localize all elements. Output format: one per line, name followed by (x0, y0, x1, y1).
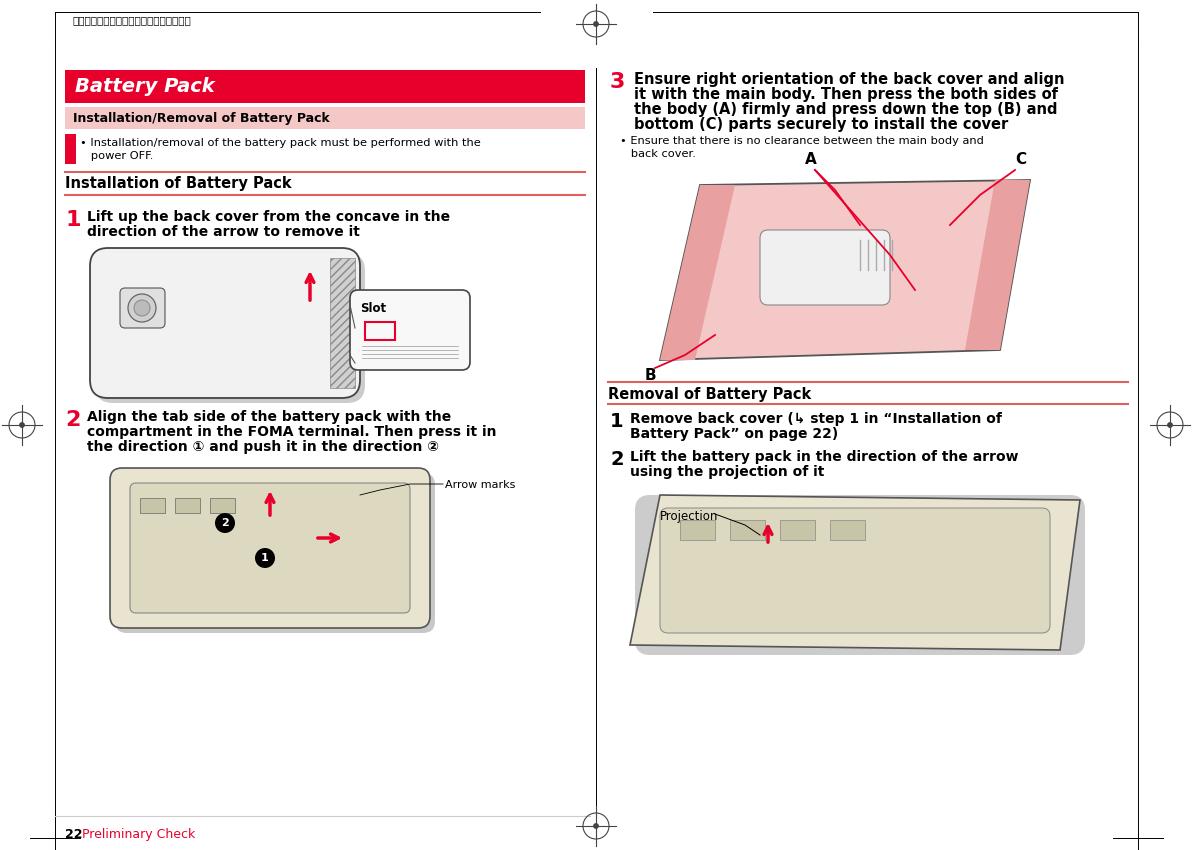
Text: Align the tab side of the battery pack with the: Align the tab side of the battery pack w… (87, 410, 451, 424)
Polygon shape (660, 185, 735, 360)
Text: 2: 2 (610, 450, 624, 469)
Text: 22: 22 (64, 828, 82, 841)
Text: Lift up the back cover from the concave in the: Lift up the back cover from the concave … (87, 210, 450, 224)
Text: 1: 1 (261, 553, 268, 563)
Text: bottom (C) parts securely to install the cover: bottom (C) parts securely to install the… (633, 117, 1008, 132)
Text: Installation/Removal of Battery Pack: Installation/Removal of Battery Pack (73, 111, 329, 124)
Bar (140, 498, 165, 513)
Text: Projection: Projection (660, 510, 718, 523)
FancyBboxPatch shape (350, 290, 470, 370)
Text: power OFF.: power OFF. (80, 151, 154, 161)
Text: Battery Pack: Battery Pack (75, 77, 215, 96)
Text: the direction ① and push it in the direction ②: the direction ① and push it in the direc… (87, 440, 439, 454)
Bar (730, 520, 765, 540)
Text: 2: 2 (221, 518, 229, 528)
Circle shape (1168, 422, 1173, 428)
Polygon shape (660, 180, 1030, 360)
Text: C: C (1015, 152, 1026, 167)
Text: 2: 2 (64, 410, 80, 430)
Bar (64, 70, 585, 103)
Text: Installation of Battery Pack: Installation of Battery Pack (64, 176, 291, 191)
Text: Ensure right orientation of the back cover and align: Ensure right orientation of the back cov… (633, 72, 1064, 87)
Text: • Installation/removal of the battery pack must be performed with the: • Installation/removal of the battery pa… (80, 138, 481, 148)
FancyBboxPatch shape (130, 483, 410, 613)
Bar (780, 520, 815, 540)
Text: 3: 3 (610, 72, 625, 92)
Bar (64, 134, 76, 164)
Text: Lift the battery pack in the direction of the arrow: Lift the battery pack in the direction o… (630, 450, 1019, 464)
FancyBboxPatch shape (635, 495, 1084, 655)
Bar (210, 498, 235, 513)
Circle shape (134, 300, 150, 316)
Text: Preliminary Check: Preliminary Check (78, 828, 196, 841)
Text: using the projection of it: using the projection of it (630, 465, 824, 479)
Bar (64, 107, 585, 129)
Text: it with the main body. Then press the both sides of: it with the main body. Then press the bo… (633, 87, 1058, 102)
FancyBboxPatch shape (110, 468, 429, 628)
Text: 1: 1 (610, 412, 624, 431)
FancyBboxPatch shape (89, 248, 360, 398)
Circle shape (128, 294, 156, 322)
Text: Remove back cover (↳ step 1 in “Installation of: Remove back cover (↳ step 1 in “Installa… (630, 412, 1002, 426)
Text: back cover.: back cover. (620, 149, 696, 159)
Text: direction of the arrow to remove it: direction of the arrow to remove it (87, 225, 360, 239)
Text: Battery Pack” on page 22): Battery Pack” on page 22) (630, 427, 839, 441)
Polygon shape (965, 180, 1030, 350)
Text: compartment in the FOMA terminal. Then press it in: compartment in the FOMA terminal. Then p… (87, 425, 496, 439)
FancyBboxPatch shape (120, 288, 165, 328)
Text: A: A (805, 152, 817, 167)
FancyBboxPatch shape (760, 230, 890, 305)
Circle shape (255, 548, 276, 568)
FancyBboxPatch shape (115, 473, 435, 633)
Text: Removal of Battery Pack: Removal of Battery Pack (608, 387, 811, 402)
Text: 1: 1 (64, 210, 80, 230)
Circle shape (594, 824, 598, 828)
Circle shape (20, 422, 24, 428)
Polygon shape (630, 495, 1080, 650)
FancyBboxPatch shape (95, 253, 365, 403)
Bar (680, 520, 715, 540)
Text: • Ensure that there is no clearance between the main body and: • Ensure that there is no clearance betw… (620, 136, 984, 146)
Bar (330, 258, 356, 388)
FancyBboxPatch shape (660, 508, 1050, 633)
Bar (830, 520, 865, 540)
Bar (175, 498, 200, 513)
Bar (365, 322, 395, 340)
Circle shape (594, 22, 598, 26)
Text: Slot: Slot (360, 302, 387, 315)
Text: the body (A) firmly and press down the top (B) and: the body (A) firmly and press down the t… (633, 102, 1057, 117)
Circle shape (215, 513, 235, 533)
Text: ２０１１年５月１２日　午後１０時３４分: ２０１１年５月１２日 午後１０時３４分 (72, 15, 191, 25)
Text: Arrow marks: Arrow marks (445, 480, 515, 490)
Text: B: B (645, 368, 656, 383)
